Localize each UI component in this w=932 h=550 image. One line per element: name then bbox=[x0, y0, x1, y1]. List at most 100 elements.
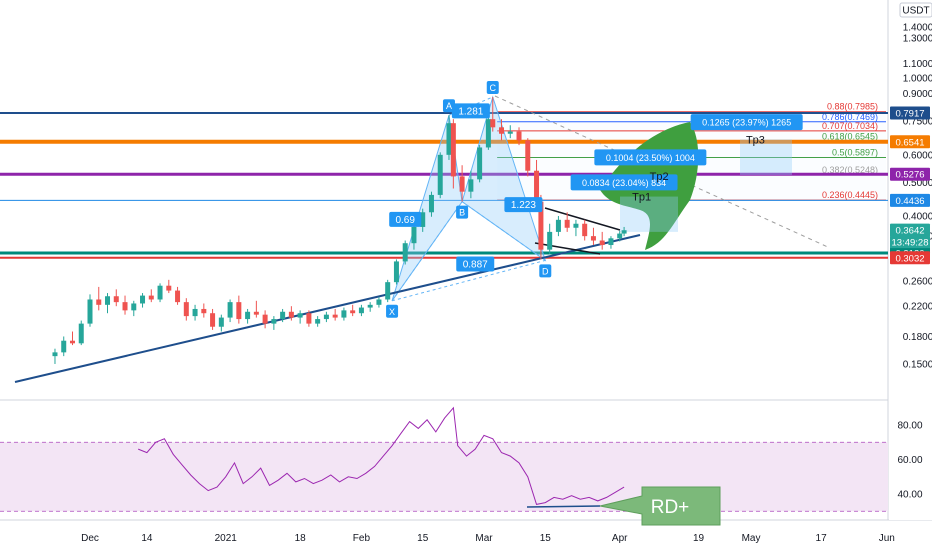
candle-body[interactable] bbox=[490, 119, 496, 128]
candle-body[interactable] bbox=[358, 307, 364, 314]
candle-body[interactable] bbox=[175, 290, 181, 303]
candle-body[interactable] bbox=[393, 261, 399, 283]
candle-body[interactable] bbox=[69, 340, 75, 344]
wedge-bottom[interactable] bbox=[534, 242, 601, 255]
candle-body[interactable] bbox=[516, 131, 522, 141]
rsi-support bbox=[526, 505, 601, 508]
candle-body[interactable] bbox=[87, 299, 93, 324]
candle-body[interactable] bbox=[555, 219, 561, 232]
time-tick: 2021 bbox=[215, 533, 238, 544]
candle-body[interactable] bbox=[210, 313, 216, 327]
candle-body[interactable] bbox=[166, 285, 172, 291]
price-tick: 1.3000 bbox=[903, 34, 932, 45]
candle-body[interactable] bbox=[385, 282, 391, 300]
candle-body[interactable] bbox=[411, 226, 417, 244]
price-label bbox=[890, 223, 930, 237]
price-label bbox=[890, 135, 930, 149]
time-tick: 14 bbox=[141, 533, 153, 544]
candle-body[interactable] bbox=[590, 236, 596, 241]
trendline[interactable] bbox=[14, 234, 641, 383]
candle-body[interactable] bbox=[525, 140, 531, 171]
candle-body[interactable] bbox=[564, 219, 570, 228]
candle-body[interactable] bbox=[201, 308, 207, 314]
time-tick: 18 bbox=[295, 533, 307, 544]
candle-body[interactable] bbox=[297, 313, 303, 318]
candle-body[interactable] bbox=[262, 314, 268, 324]
candle-body[interactable] bbox=[236, 302, 242, 320]
candle-body[interactable] bbox=[428, 194, 434, 213]
candle-body[interactable] bbox=[122, 302, 128, 311]
candle-body[interactable] bbox=[608, 238, 614, 246]
candle-body[interactable] bbox=[157, 285, 163, 300]
candle-body[interactable] bbox=[468, 179, 474, 192]
candle-body[interactable] bbox=[376, 299, 382, 305]
candle-body[interactable] bbox=[227, 302, 233, 318]
countdown-box bbox=[890, 236, 930, 249]
candle-body[interactable] bbox=[573, 223, 579, 228]
candle-body[interactable] bbox=[140, 295, 146, 304]
fib-label: 0.88(0.7985) bbox=[827, 102, 878, 112]
candle-body[interactable] bbox=[245, 311, 251, 320]
candle-body[interactable] bbox=[253, 311, 259, 315]
candle-body[interactable] bbox=[617, 233, 623, 239]
price-tick: 0.6000 bbox=[903, 150, 932, 161]
candle-body[interactable] bbox=[499, 127, 505, 134]
price-tick: 0.5000 bbox=[903, 178, 932, 189]
candle-body[interactable] bbox=[450, 123, 456, 177]
candle-body[interactable] bbox=[621, 230, 627, 234]
candle-body[interactable] bbox=[218, 317, 224, 327]
grid bbox=[0, 0, 932, 521]
wedge-top[interactable] bbox=[544, 207, 621, 231]
candle-body[interactable] bbox=[78, 323, 84, 344]
candle-body[interactable] bbox=[420, 212, 426, 227]
candle-body[interactable] bbox=[131, 303, 137, 311]
pattern-point bbox=[539, 264, 552, 278]
candle-body[interactable] bbox=[534, 170, 540, 202]
fib-label: 0.236(0.4445) bbox=[822, 190, 878, 200]
candle-body[interactable] bbox=[332, 314, 338, 318]
pattern-ratio bbox=[451, 103, 490, 119]
measurement-box bbox=[690, 114, 803, 131]
price-tick: 0.1800 bbox=[903, 332, 932, 343]
candle-body[interactable] bbox=[105, 296, 111, 305]
rsi-line[interactable] bbox=[138, 406, 625, 505]
candle-body[interactable] bbox=[341, 310, 347, 318]
price-label-text: 0.3032 bbox=[895, 253, 924, 264]
candle-body[interactable] bbox=[192, 308, 198, 317]
candle-body[interactable] bbox=[367, 304, 373, 308]
price-label-text: 0.3642 bbox=[895, 226, 924, 237]
dashed-trendline[interactable] bbox=[494, 95, 831, 249]
pattern-point-label: D bbox=[542, 266, 549, 276]
candle-body[interactable] bbox=[350, 310, 356, 314]
tp3-box bbox=[740, 139, 792, 175]
candle-body[interactable] bbox=[52, 352, 58, 357]
candle-body[interactable] bbox=[446, 123, 452, 155]
candle-body[interactable] bbox=[485, 119, 491, 148]
candle-body[interactable] bbox=[507, 131, 513, 134]
candle-body[interactable] bbox=[280, 311, 286, 320]
candle-body[interactable] bbox=[271, 319, 277, 324]
candle-body[interactable] bbox=[599, 240, 605, 246]
candle-body[interactable] bbox=[148, 295, 154, 300]
price-label bbox=[890, 193, 930, 207]
candle-body[interactable] bbox=[96, 299, 102, 305]
candle-body[interactable] bbox=[315, 319, 321, 324]
candle-body[interactable] bbox=[288, 311, 294, 318]
candle-body[interactable] bbox=[547, 231, 553, 250]
candle-body[interactable] bbox=[306, 313, 312, 324]
candle-body[interactable] bbox=[183, 302, 189, 317]
time-axis: Dec 14 2021 18 Feb 15 Mar 15 Apr 19 May 17 Jun bbox=[81, 533, 895, 544]
candle-body[interactable] bbox=[113, 296, 119, 303]
candle-body[interactable] bbox=[323, 314, 329, 320]
pattern-point-label: A bbox=[446, 101, 452, 111]
candle-body[interactable] bbox=[538, 201, 544, 250]
candle-body[interactable] bbox=[437, 154, 443, 195]
rd-callout bbox=[599, 486, 721, 526]
candle-body[interactable] bbox=[402, 243, 408, 262]
candle-body[interactable] bbox=[477, 147, 483, 180]
candle-body[interactable] bbox=[459, 176, 465, 192]
candle-body[interactable] bbox=[582, 223, 588, 237]
candle-body[interactable] bbox=[61, 340, 67, 353]
pattern-ratio-label: 1.223 bbox=[511, 200, 536, 211]
